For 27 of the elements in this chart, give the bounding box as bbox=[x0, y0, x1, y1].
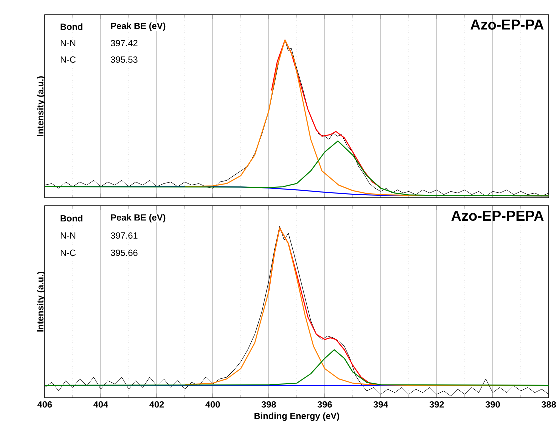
annotation: N-N bbox=[61, 40, 76, 46]
x-tick-label: 404 bbox=[94, 402, 108, 408]
x-tick-label: 392 bbox=[430, 402, 444, 408]
x-tick-label: 396 bbox=[318, 402, 332, 408]
y-axis-title: Intensity (a.u.) bbox=[37, 76, 46, 136]
annotation: 395.53 bbox=[111, 56, 138, 64]
x-tick-label: 388 bbox=[542, 402, 556, 408]
chart-title: Azo-EP-PA bbox=[470, 20, 544, 30]
x-tick-label: 390 bbox=[486, 402, 500, 408]
annotation: 395.66 bbox=[111, 250, 138, 256]
x-tick-label: 406 bbox=[38, 402, 52, 408]
text: Bond bbox=[60, 24, 83, 30]
x-tick-label: 400 bbox=[206, 402, 220, 408]
x-axis-title: Binding Energy (eV) bbox=[254, 412, 340, 422]
text: Bond bbox=[60, 215, 83, 222]
x-tick-label: 398 bbox=[262, 402, 276, 408]
text: Peak BE (eV) bbox=[111, 22, 166, 32]
chart-title: Azo-EP-PEPA bbox=[452, 211, 544, 222]
annotation: 397.61 bbox=[111, 232, 138, 239]
x-tick-label: 394 bbox=[374, 402, 388, 408]
annotation: N-C bbox=[61, 250, 76, 256]
text: Peak BE (eV) bbox=[111, 214, 166, 223]
annotation: N-N bbox=[61, 232, 76, 239]
annotation: N-C bbox=[61, 56, 76, 64]
x-tick-label: 402 bbox=[150, 402, 164, 408]
y-axis-title: Intensity (a.u.) bbox=[37, 272, 46, 332]
annotation: 397.42 bbox=[111, 40, 138, 47]
